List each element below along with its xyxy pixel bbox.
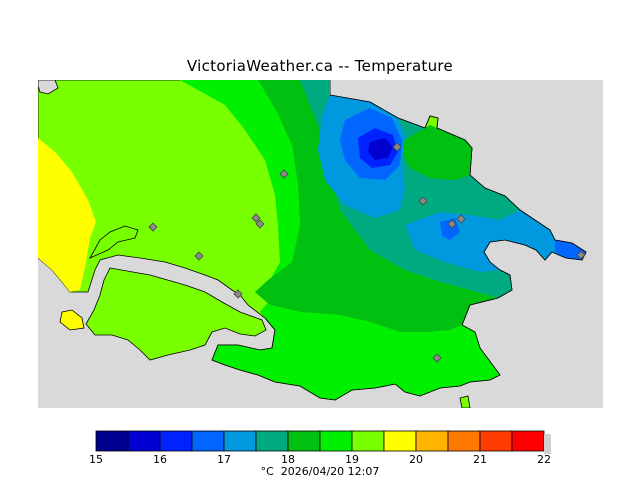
station-marker[interactable] bbox=[233, 289, 243, 299]
station-markers bbox=[148, 142, 586, 363]
contour-pocket-green bbox=[402, 125, 472, 180]
units-label: °C bbox=[260, 465, 274, 478]
legend-swatch bbox=[223, 430, 257, 452]
legend-swatch bbox=[479, 430, 513, 452]
legend-caption: °C 2026/04/20 12:07 bbox=[0, 465, 640, 478]
legend-swatch bbox=[191, 430, 225, 452]
legend-shadow bbox=[544, 434, 551, 454]
station-marker[interactable] bbox=[194, 251, 204, 261]
legend-tick-label: 21 bbox=[473, 453, 487, 466]
legend-swatch bbox=[511, 430, 545, 452]
legend-swatch bbox=[383, 430, 417, 452]
station-marker[interactable] bbox=[418, 196, 428, 206]
station-marker[interactable] bbox=[432, 353, 442, 363]
legend-tick-label: 19 bbox=[345, 453, 359, 466]
station-marker[interactable] bbox=[255, 219, 265, 229]
legend-tick-label: 17 bbox=[217, 453, 231, 466]
station-marker[interactable] bbox=[447, 219, 457, 229]
station-marker[interactable] bbox=[148, 222, 158, 232]
legend-swatch bbox=[127, 430, 161, 452]
contour-band-darkgreen bbox=[255, 80, 498, 332]
legend-color-bar bbox=[95, 430, 551, 454]
timestamp-label: 2026/04/20 12:07 bbox=[280, 465, 380, 478]
legend-tick-label: 20 bbox=[409, 453, 423, 466]
contour-band-yellow bbox=[38, 138, 96, 292]
map-frame bbox=[38, 80, 603, 408]
legend-swatch bbox=[159, 430, 193, 452]
legend-swatch bbox=[415, 430, 449, 452]
contour-band-darkblue bbox=[368, 138, 393, 160]
legend-swatch bbox=[447, 430, 481, 452]
station-marker[interactable] bbox=[392, 142, 402, 152]
map-title: VictoriaWeather.ca -- Temperature bbox=[186, 57, 454, 75]
legend-tick-label: 18 bbox=[281, 453, 295, 466]
station-marker[interactable] bbox=[456, 214, 466, 224]
legend-swatch bbox=[95, 430, 129, 452]
legend-swatch bbox=[351, 430, 385, 452]
legend-swatch bbox=[287, 430, 321, 452]
station-marker[interactable] bbox=[279, 169, 289, 179]
station-marker[interactable] bbox=[576, 250, 586, 260]
contour-band-green bbox=[180, 80, 500, 400]
legend-swatch bbox=[319, 430, 353, 452]
legend-tick-label: 15 bbox=[89, 453, 103, 466]
station-marker[interactable] bbox=[251, 213, 261, 223]
legend-tick-label: 22 bbox=[537, 453, 551, 466]
legend-swatch bbox=[255, 430, 289, 452]
coastline bbox=[211, 94, 587, 401]
legend-tick-label: 16 bbox=[153, 453, 167, 466]
